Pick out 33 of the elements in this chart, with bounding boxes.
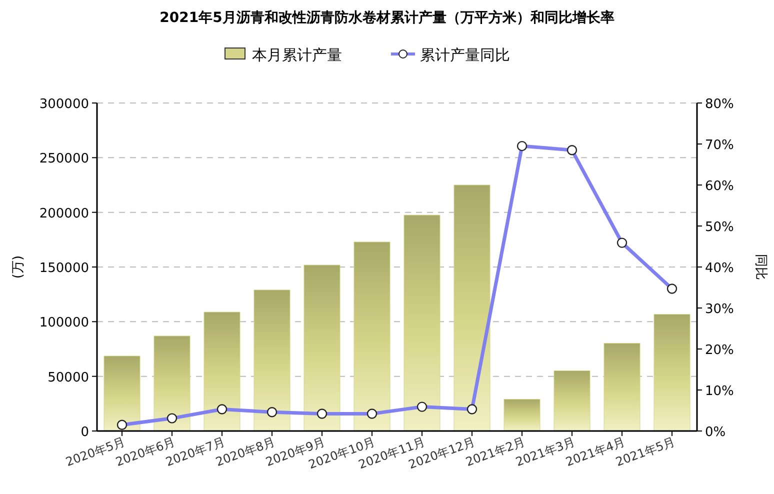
y2-tick-label: 80%	[705, 97, 734, 112]
y2-tick-label: 50%	[705, 220, 734, 235]
bar	[204, 312, 240, 432]
y2-tick-label: 0%	[705, 425, 726, 440]
y-tick-label: 0	[80, 425, 89, 440]
bar	[504, 399, 540, 432]
bar	[604, 343, 640, 432]
y-tick-label: 300000	[39, 97, 89, 112]
bar	[304, 264, 340, 432]
y-tick-label: 250000	[39, 152, 89, 167]
y-tick-label: 50000	[48, 370, 89, 386]
legend-label: 累计产量同比	[420, 46, 510, 64]
y2-tick-label: 10%	[705, 384, 734, 399]
y-tick-label: 200000	[39, 206, 89, 222]
bar	[654, 314, 690, 432]
y-tick-label: 100000	[39, 316, 89, 331]
y2-tick-label: 70%	[705, 138, 734, 153]
bar	[104, 356, 140, 432]
bar	[354, 242, 390, 432]
bar	[254, 290, 290, 432]
y2-tick-label: 60%	[705, 179, 734, 194]
y2-tick-label: 30%	[705, 302, 734, 317]
chart-title: 2021年5月沥青和改性沥青防水卷材累计产量（万平方米）和同比增长率	[160, 9, 614, 26]
bar	[154, 336, 190, 432]
bar	[404, 214, 440, 432]
y2-tick-label: 40%	[705, 261, 734, 276]
y-tick-label: 150000	[39, 261, 89, 276]
bar	[454, 184, 490, 432]
y2-axis-title: 同比	[753, 254, 768, 280]
legend-label: 本月累计产量	[252, 46, 342, 64]
bar	[554, 370, 590, 432]
y2-tick-label: 20%	[705, 343, 734, 358]
y-axis-title: (万)	[11, 255, 26, 279]
